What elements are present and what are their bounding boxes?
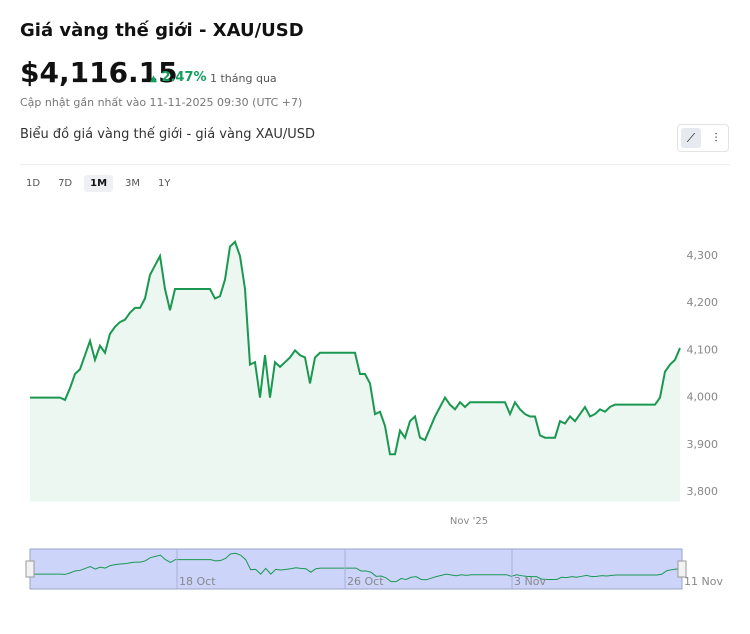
area bbox=[30, 241, 680, 502]
navigator-handle[interactable] bbox=[677, 560, 687, 578]
range-button[interactable]: 7D bbox=[58, 178, 73, 189]
updated: Cập nhật gần nhất vào 11-11-2025 09:30 (… bbox=[20, 96, 303, 109]
navigator-label: 26 Oct bbox=[347, 575, 384, 588]
range-button[interactable]: 1M bbox=[84, 175, 114, 192]
title: Giá vàng thế giới - XAU/USD bbox=[20, 20, 304, 41]
y-tick-label: 4,200 bbox=[687, 296, 719, 309]
range-button[interactable]: 1D bbox=[26, 178, 41, 189]
chart-style-toggle[interactable]: ⟋ ⫶ bbox=[677, 124, 729, 152]
range-buttons: 1D 7D 1M 3M 1Y bbox=[20, 175, 177, 192]
y-tick-label: 3,900 bbox=[687, 438, 719, 451]
line-mode[interactable]: ⟋ bbox=[681, 128, 701, 148]
navigator-label: 11 Nov bbox=[684, 575, 723, 588]
navigator-label: 18 Oct bbox=[179, 575, 216, 588]
change-value: 2.47% bbox=[161, 70, 207, 85]
candle-mode[interactable]: ⫶ bbox=[714, 131, 718, 145]
y-tick-label: 3,800 bbox=[687, 485, 719, 498]
price-line bbox=[30, 240, 681, 456]
chart-title: Biểu đồ giá vàng thế giới - giá vàng XAU… bbox=[20, 127, 316, 142]
navigator-label: 3 Nov bbox=[514, 575, 546, 588]
divider bbox=[20, 164, 730, 165]
y-tick-label: 4,300 bbox=[687, 249, 719, 262]
y-tick-label: 4,100 bbox=[687, 343, 719, 356]
price: $4,116.15 bbox=[20, 56, 178, 89]
period: 1 tháng qua bbox=[210, 72, 277, 85]
y-tick-label: 4,000 bbox=[687, 391, 719, 404]
navigator-line bbox=[30, 552, 683, 583]
up-arrow: ▲ bbox=[150, 74, 157, 84]
change: ▲ 2.47% bbox=[150, 70, 207, 85]
range-button[interactable]: 3M bbox=[125, 178, 141, 189]
x-axis-label: Nov '25 bbox=[450, 516, 488, 527]
navigator-handle[interactable] bbox=[25, 560, 35, 578]
range-button[interactable]: 1Y bbox=[158, 178, 171, 189]
